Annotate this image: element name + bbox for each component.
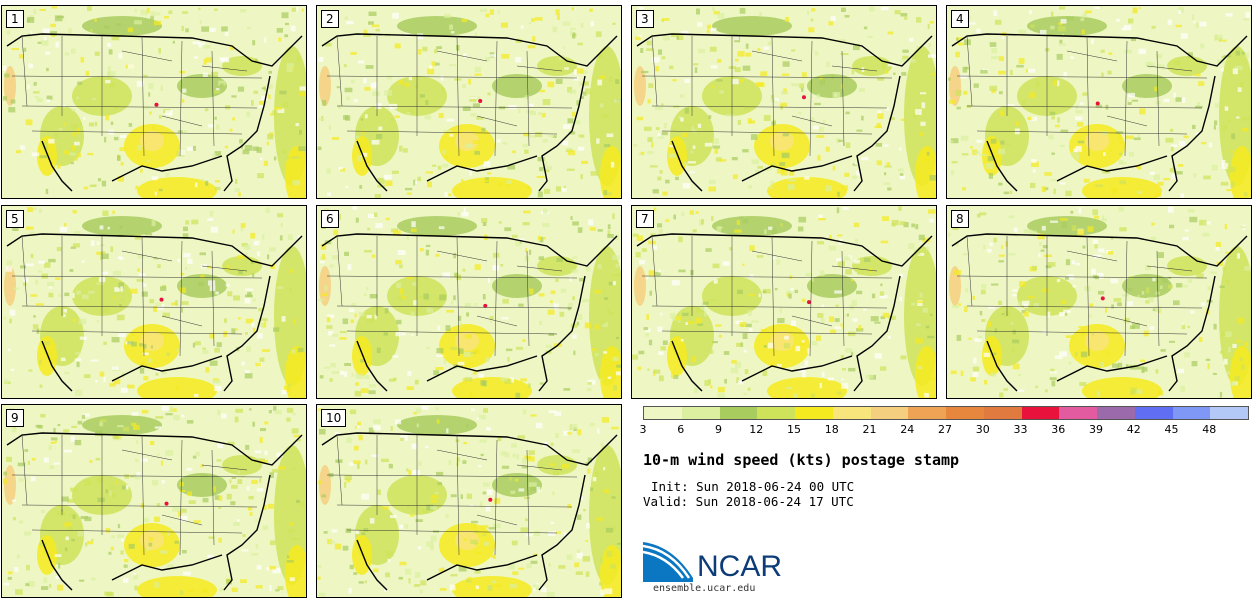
colorbar-tick-label: 33 — [1013, 423, 1028, 436]
colorbar-tick-label: 48 — [1202, 423, 1217, 436]
colorbar-tick-label: 27 — [938, 423, 952, 436]
panel-number: 1 — [6, 10, 24, 28]
map-panel-5: 5 — [1, 205, 307, 399]
colorbar-swatch — [983, 407, 1022, 419]
colorbar-swatch — [795, 407, 833, 419]
colorbar-tick-label: 42 — [1126, 423, 1141, 436]
colorbar-swatch — [681, 407, 720, 419]
wind-map — [948, 6, 1251, 198]
colorbar-tick-label: 9 — [715, 423, 722, 436]
panel-number: 8 — [951, 210, 969, 228]
colorbar-swatch — [908, 407, 946, 419]
map-panel-1: 1 — [1, 5, 307, 199]
colorbar-tick-label: 12 — [749, 423, 764, 436]
panel-number: 10 — [321, 409, 347, 427]
map-panel-6: 6 — [316, 205, 622, 399]
colorbar-swatch — [1021, 407, 1060, 419]
ncar-logo-icon — [643, 542, 693, 582]
valid-time: Valid: Sun 2018-06-24 17 UTC — [643, 494, 854, 509]
wind-map — [3, 207, 306, 398]
ncar-logo-text: NCAR — [697, 550, 783, 583]
colorbar-tick-label: 6 — [677, 423, 685, 436]
colorbar-swatch — [946, 407, 984, 419]
colorbar-swatch — [832, 407, 871, 419]
map-panel-2: 2 — [316, 5, 622, 199]
wind-map — [632, 206, 936, 398]
map-panel-8: 8 — [946, 205, 1252, 399]
panel-number: 7 — [636, 210, 654, 228]
colorbar-tick-label: 15 — [787, 423, 801, 436]
panel-number: 5 — [6, 210, 24, 228]
map-title: 10-m wind speed (kts) postage stamp — [643, 451, 960, 469]
wind-map — [2, 6, 306, 198]
wind-map — [3, 405, 306, 597]
site-url: ensemble.ucar.edu — [653, 583, 756, 594]
colorbar-swatch — [757, 407, 795, 419]
map-panel-10: 10 — [316, 404, 622, 598]
init-time: Init: Sun 2018-06-24 00 UTC — [651, 479, 855, 494]
colorbar-tick-label: 18 — [824, 423, 839, 436]
colorbar-tick-label: 45 — [1164, 423, 1179, 436]
colorbar-swatch — [644, 407, 682, 419]
colorbar-tick-label: 30 — [975, 423, 990, 436]
colorbar-swatch — [1172, 407, 1211, 419]
colorbar-swatch — [1097, 407, 1135, 419]
colorbar-tick-label: 39 — [1089, 423, 1103, 436]
colorbar-swatch — [870, 407, 909, 419]
colorbar-swatch — [719, 407, 758, 419]
panel-number: 2 — [321, 10, 339, 28]
colorbar-swatch — [1059, 407, 1097, 419]
map-panel-4: 4 — [946, 5, 1252, 199]
panel-number: 9 — [6, 409, 24, 427]
colorbar-tick-label: 3 — [639, 423, 647, 436]
colorbar-tick-label: 24 — [900, 423, 915, 436]
wind-map — [633, 6, 936, 198]
wind-map — [317, 406, 621, 597]
panel-number: 3 — [636, 10, 654, 28]
colorbar-swatch — [1134, 407, 1173, 419]
wind-map — [317, 7, 621, 198]
wind-map — [317, 206, 621, 398]
panel-number: 6 — [321, 210, 339, 228]
map-panel-7: 7 — [631, 205, 937, 399]
map-panel-3: 3 — [631, 5, 937, 199]
wind-map — [948, 206, 1251, 398]
map-panel-9: 9 — [1, 404, 307, 598]
colorbar — [643, 406, 1249, 420]
colorbar-tick-label: 36 — [1051, 423, 1066, 436]
colorbar-swatch — [1210, 407, 1248, 419]
panel-number: 4 — [951, 10, 969, 28]
colorbar-tick-label: 21 — [862, 423, 877, 436]
